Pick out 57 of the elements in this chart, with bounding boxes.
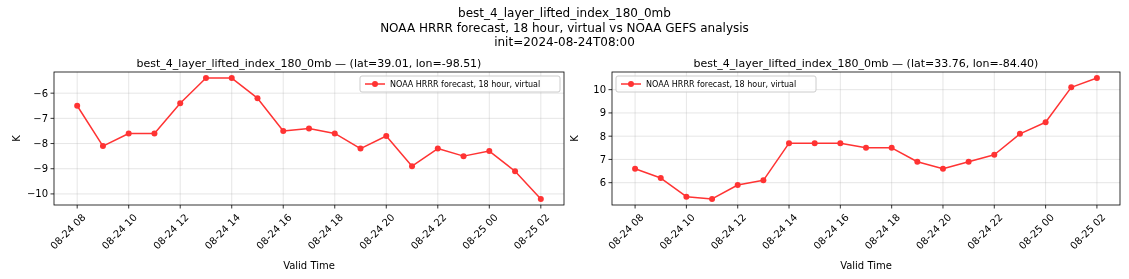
point <box>1068 84 1075 91</box>
y-tick-label: 8 <box>599 130 606 142</box>
point <box>512 168 519 175</box>
point <box>632 165 639 172</box>
point <box>125 130 132 137</box>
y-tick-label: 9 <box>599 107 606 119</box>
point <box>357 145 364 152</box>
point <box>837 140 844 147</box>
point <box>331 130 338 137</box>
point <box>177 100 184 107</box>
point <box>760 177 767 184</box>
legend-label: NOAA HRRR forecast, 18 hour, virtual <box>646 79 797 89</box>
y-axis-title: K <box>11 134 22 142</box>
point <box>939 165 946 172</box>
y-tick-label: 7 <box>599 153 606 165</box>
y-tick-label: 6 <box>599 177 606 189</box>
y-tick-label: −8 <box>33 138 48 150</box>
point <box>1016 130 1023 137</box>
y-tick-label: −9 <box>33 163 48 175</box>
point <box>151 130 158 137</box>
point <box>409 163 416 170</box>
point <box>1042 119 1049 126</box>
y-tick-label: 10 <box>593 84 606 96</box>
point <box>306 125 312 132</box>
point <box>486 148 493 155</box>
point <box>657 175 664 182</box>
point <box>811 140 818 147</box>
x-axis-title: Valid Time <box>283 260 335 271</box>
point <box>434 145 441 152</box>
point <box>228 75 235 82</box>
point <box>383 132 390 139</box>
point <box>1093 75 1100 82</box>
point <box>965 158 972 165</box>
point <box>254 95 261 102</box>
y-tick-label: −6 <box>33 87 48 99</box>
legend-label: NOAA HRRR forecast, 18 hour, virtual <box>390 79 541 89</box>
chart-title: best_4_layer_lifted_index_180_0mb — (lat=33.76, lon=-84.40) <box>693 57 1039 70</box>
x-axis-title: Valid Time <box>840 260 892 271</box>
point <box>888 144 895 151</box>
point <box>734 182 741 188</box>
point <box>460 153 467 160</box>
point <box>863 144 869 151</box>
point <box>280 127 287 134</box>
point <box>914 158 921 165</box>
chart-title: best_4_layer_lifted_index_180_0mb — (lat=39.01, lon=-98.51) <box>136 57 482 70</box>
point <box>683 193 690 200</box>
y-axis-title: K <box>569 134 580 142</box>
point <box>537 195 544 202</box>
point <box>709 195 716 202</box>
point <box>786 140 793 147</box>
point <box>74 102 81 109</box>
point <box>202 75 209 82</box>
point <box>99 143 106 150</box>
text: best_4_layer_lifted_index_180_0mb NOAA HRRR forecast, 18 hour, virtual vs NOAA GEFS analysis init=2024-08-24T08:00 <box>380 6 749 49</box>
y-tick-label: −7 <box>33 112 48 124</box>
y-tick-label: −10 <box>26 188 48 200</box>
point <box>991 151 998 158</box>
